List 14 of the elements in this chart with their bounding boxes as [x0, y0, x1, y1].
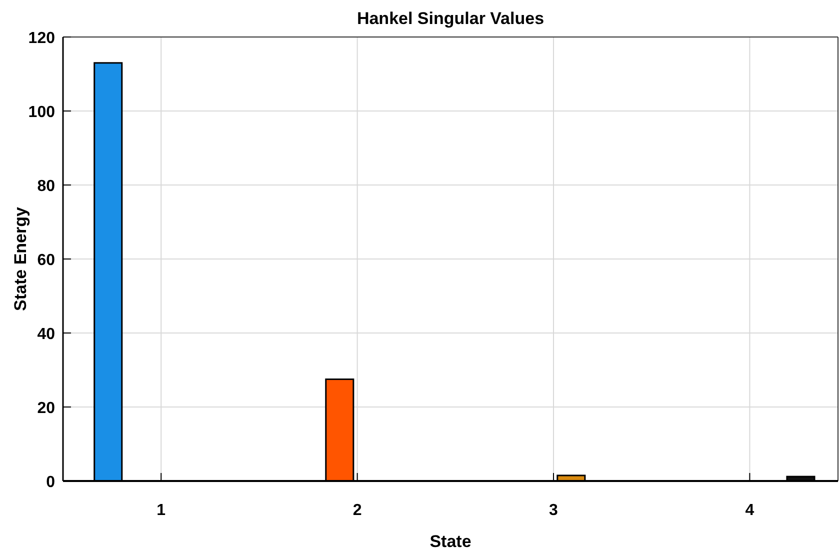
y-tick-label: 20 [37, 400, 56, 417]
y-axis-title: State Energy [11, 206, 30, 311]
y-tick-label: 0 [46, 474, 56, 491]
x-axis-title: State [430, 532, 472, 551]
x-tick-label: 4 [745, 502, 754, 519]
chart-title: Hankel Singular Values [356, 9, 544, 28]
x-tick-label: 1 [156, 502, 166, 519]
y-tick-label: 60 [37, 252, 56, 269]
x-tick-label: 3 [549, 502, 558, 519]
y-tick-label: 40 [37, 326, 56, 343]
y-tick-label: 80 [37, 178, 56, 195]
y-tick-label: 100 [28, 104, 56, 121]
x-tick-label: 2 [352, 502, 362, 519]
y-tick-label: 120 [28, 30, 56, 47]
